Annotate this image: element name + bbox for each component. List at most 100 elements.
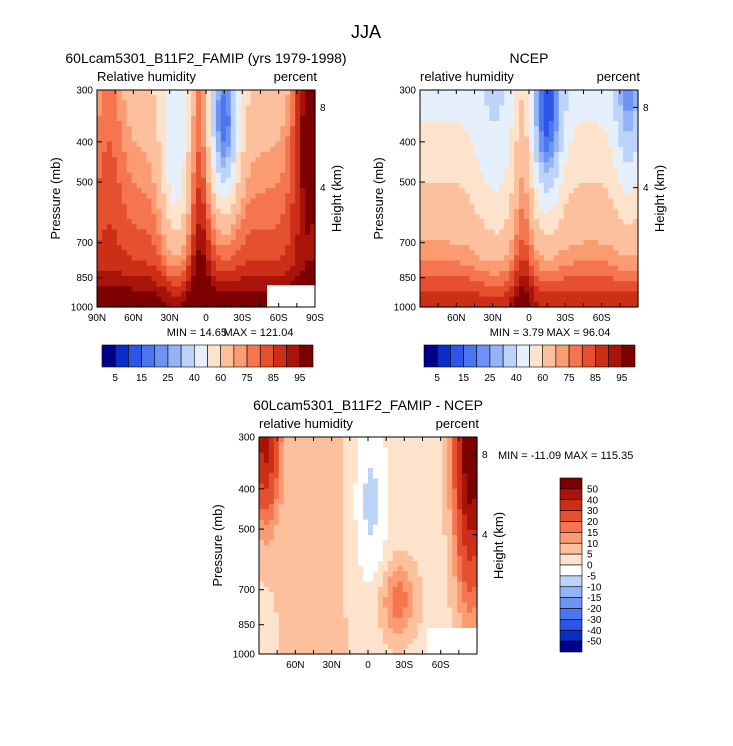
heatmap-cell [293,581,300,588]
heatmap-cell [338,643,344,650]
heatmap-cell [593,219,599,225]
heatmap-cell [230,157,237,163]
heatmap-cell [245,276,252,282]
heatmap-cell [469,296,476,303]
heatmap-cell [176,183,182,189]
heatmap-cell [116,136,123,143]
heatmap-cell [623,260,629,267]
heatmap-cell [533,270,540,277]
heatmap-cell [295,208,301,215]
heatmap-cell [146,193,153,200]
heatmap-cell [146,177,153,184]
heatmap-cell [558,90,565,96]
heatmap-cell [623,157,629,163]
heatmap-cell [308,586,315,593]
heatmap-cell [146,219,153,225]
heatmap-cell [273,462,280,469]
heatmap-cell [479,146,485,153]
heatmap-cell [420,296,426,303]
heatmap-cell [250,177,257,184]
heatmap-cell [623,95,629,101]
heatmap-cell [181,270,187,277]
heatmap-cell [300,188,306,194]
heatmap-cell [494,208,500,215]
heatmap-cell [382,462,389,469]
heatmap-cell [210,162,217,169]
heatmap-cell [290,136,296,143]
heatmap-cell [338,473,344,479]
heatmap-cell [578,203,585,210]
heatmap-cell [235,115,242,122]
heatmap-cell [459,126,466,132]
heatmap-cell [484,265,490,272]
heatmap-cell [489,95,495,101]
heatmap-cell [161,208,167,215]
heatmap-cell [533,188,540,194]
heatmap-cell [225,95,232,101]
heatmap-cell [338,638,344,645]
heatmap-cell [176,110,182,117]
heatmap-cell [382,535,389,541]
heatmap-cell [323,519,329,526]
heatmap-cell [161,90,167,96]
heatmap-cell [593,126,599,132]
heatmap-cell [280,152,286,158]
heatmap-cell [300,100,306,107]
heatmap-cell [263,478,270,485]
heatmap-cell [313,504,320,510]
heatmap-cell [484,229,490,236]
heatmap-cell [529,105,535,112]
heatmap-cell [303,561,310,567]
heatmap-cell [420,270,426,277]
heatmap-cell [313,457,320,464]
heatmap-cell [558,265,565,272]
heatmap-cell [283,571,290,578]
heatmap-cell [171,177,177,184]
heatmap-cell [479,291,485,298]
heatmap-cell [101,167,108,174]
heatmap-cell [387,540,394,547]
heatmap-cell [519,183,525,189]
heatmap-cell [270,115,276,122]
heatmap-cell [568,276,575,282]
heatmap-cell [563,162,570,169]
heatmap-cell [196,234,202,241]
heatmap-cell [126,203,133,210]
heatmap-cell [275,115,281,122]
heatmap-cell [250,203,257,210]
heatmap-cell [434,291,441,298]
heatmap-cell [225,234,232,241]
heatmap-cell [578,265,585,272]
heatmap-cell [290,229,296,236]
heatmap-cell [623,281,629,287]
heatmap-cell [305,157,311,163]
heatmap-cell [196,105,202,112]
heatmap-cell [131,234,138,241]
heatmap-cell [529,198,535,205]
heatmap-cell [494,286,500,293]
heatmap-cell [439,301,446,308]
heatmap-cell [131,126,138,132]
heatmap-cell [509,260,515,267]
heatmap-cell [382,607,389,614]
heatmap-cell [372,592,379,598]
heatmap-cell [603,239,609,246]
heatmap-cell [240,136,247,143]
heatmap-cell [578,157,585,163]
heatmap-cell [263,457,270,464]
heatmap-cell [235,188,242,194]
heatmap-cell [210,100,217,107]
heatmap-cell [479,260,485,267]
heatmap-cell [377,571,384,578]
heatmap-cell [323,437,329,443]
heatmap-cell [235,167,242,174]
heatmap-cell [623,193,629,200]
heatmap-cell [573,214,580,220]
heatmap-cell [633,198,639,205]
heatmap-cell [268,514,275,521]
heatmap-cell [126,301,133,308]
heatmap-cell [449,90,456,96]
heatmap-cell [121,260,128,267]
heatmap-cell [348,607,354,614]
heatmap-cell [514,141,520,148]
